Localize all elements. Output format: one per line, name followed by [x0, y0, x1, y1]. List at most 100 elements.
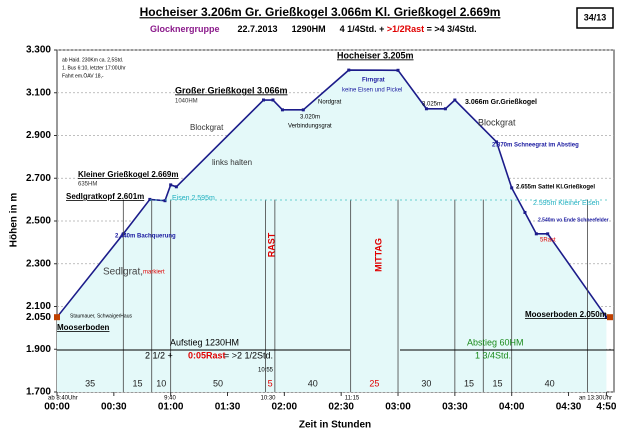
annotation: links halten	[212, 158, 252, 167]
annotation: 2.540m vo Ende Schneefelder	[538, 217, 609, 223]
annotation: Firngrat	[362, 78, 385, 84]
x-axis-label: Zeit in Stunden	[299, 420, 371, 431]
annotation: ab Haid. 230Km ca. 2,5Std.	[62, 57, 123, 63]
segment-duration: 35	[85, 378, 95, 388]
annotation: 2 1/2 +	[145, 350, 173, 360]
subtitle-part: 22.7.2013	[238, 24, 278, 34]
profile-point	[169, 183, 173, 187]
annotation: Großer Grießkogel 3.066m	[175, 85, 288, 95]
x-tick-label: 02:00	[272, 402, 298, 413]
x-tick-label: 03:30	[442, 402, 468, 413]
y-tick-label: 2.050	[26, 312, 51, 323]
annotation: MITTAG	[373, 238, 383, 272]
subtitle-part: Glocknergruppe	[150, 24, 220, 34]
segment-duration: 50	[213, 378, 223, 388]
profile-point	[604, 315, 608, 319]
segment-duration: 40	[308, 378, 318, 388]
x-tick-label: 01:30	[215, 402, 241, 413]
annotation: RAST	[266, 232, 276, 257]
segment-duration: 15	[492, 378, 502, 388]
chart-title: Hocheiser 3.206m Gr. Grießkogel 3.066m K…	[140, 5, 501, 19]
annotation: markiert	[143, 270, 165, 276]
annotation: Sedlgrat,	[103, 267, 143, 278]
profile-point	[424, 107, 428, 111]
x-tick-label: 00:00	[44, 402, 70, 413]
profile-point	[495, 140, 499, 144]
x-tick-label: 04:30	[556, 402, 582, 413]
time-label: ab 8:40Uhr	[48, 396, 78, 402]
y-axis-label: Höhen in m	[9, 193, 20, 248]
y-tick-label: 2.500	[26, 216, 51, 227]
annotation: 635HM	[78, 182, 97, 188]
time-label: 9:40	[164, 396, 176, 402]
annotation: keine Eisen und Pickel	[342, 88, 402, 94]
annotation: Mooserboden	[57, 323, 110, 332]
annotation: 1 3/4Std.	[475, 350, 511, 360]
x-tick-label: 03:00	[385, 402, 411, 413]
area	[57, 70, 607, 392]
annotation: 2.595m Kleiner Eisen	[533, 200, 600, 207]
annotation: 2.440m Bachquerung	[115, 234, 176, 240]
end-marker	[607, 314, 613, 321]
annotation: Kleiner Grießkogel 2.669m	[78, 170, 179, 179]
segment-duration: 5	[268, 378, 273, 388]
annotation: Aufstieg 1230HM	[170, 337, 239, 347]
segment-duration: 15	[133, 378, 143, 388]
annotation: 2.655m Sattel Kl.Grießkogel	[516, 185, 595, 191]
y-tick-label: 1.900	[26, 344, 51, 355]
page-box	[576, 7, 614, 29]
page-label: 34/13	[584, 12, 607, 22]
y-tick-label: 2.100	[26, 301, 51, 312]
start-marker	[54, 314, 60, 321]
annotation: Nordgrat	[318, 100, 342, 106]
annotation: 10:55	[258, 368, 274, 374]
x-tick-label: 4:50	[596, 402, 616, 413]
profile-point	[510, 186, 514, 190]
y-tick-label: 3.300	[26, 45, 51, 56]
y-tick-label: 2.900	[26, 130, 51, 141]
profile-point	[534, 232, 538, 236]
annotation: = >2 1/2Std.	[224, 350, 273, 360]
y-tick-label: 2.300	[26, 258, 51, 269]
subtitle-part: 4 1/4Std. +	[340, 24, 387, 34]
annotation: Blockgrat	[478, 117, 516, 127]
annotation: Hocheiser 3.205m	[337, 50, 414, 60]
segment-duration: 10	[156, 378, 166, 388]
subtitle: Glocknergruppe 22.7.2013 1290HM 4 1/4Std. +…	[150, 24, 477, 34]
profile-point	[174, 185, 178, 189]
annotation: 3.066m Gr.Grießkogel	[465, 99, 537, 106]
annotation: Sedlgratkopf 2.601m	[66, 192, 144, 201]
time-label: 10:30	[260, 396, 276, 402]
profile-point	[523, 210, 527, 214]
profile-point	[148, 197, 152, 201]
annotation: Staumauer, SchwaigerHaus	[70, 313, 132, 319]
x-tick-label: 01:00	[158, 402, 184, 413]
y-tick-label: 1.700	[26, 387, 51, 398]
x-tick-label: 00:30	[101, 402, 127, 413]
profile-point	[163, 199, 167, 203]
x-tick-label: 04:00	[499, 402, 525, 413]
profile-point	[396, 68, 400, 72]
annotation: 1040HM	[175, 99, 198, 105]
annotation: Verbindungsgrat	[288, 124, 332, 130]
annotation: 3.020m	[300, 115, 320, 121]
annotation: Abstieg 60HM	[467, 337, 524, 347]
profile-point	[453, 98, 457, 102]
annotation: Eisen 2.595m	[172, 195, 215, 202]
profile-point	[271, 98, 275, 102]
profile-point	[546, 232, 550, 236]
profile-point	[301, 108, 305, 112]
profile-point	[280, 108, 284, 112]
time-label: an 13:30Uhr	[579, 396, 612, 402]
time-label: 11:15	[345, 396, 360, 402]
annotation: 0:05Rast	[188, 350, 226, 360]
x-tick-label: 02:30	[328, 402, 354, 413]
annotation: 1. Bus 6:10, letzter 17:00Uhr	[62, 65, 126, 71]
annotation: Mooserboden 2.050m	[525, 310, 607, 319]
y-tick-label: 2.700	[26, 173, 51, 184]
profile-point	[347, 68, 351, 72]
subtitle-part: >1/2Rast	[387, 24, 424, 34]
segment-duration: 15	[464, 378, 474, 388]
annotation: Fahrt em.ÖAV 18,-	[62, 72, 104, 79]
